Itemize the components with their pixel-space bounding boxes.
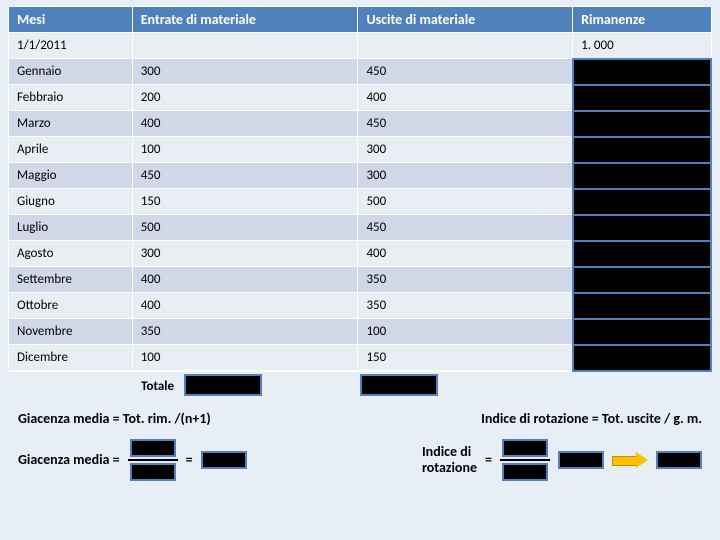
totale-entrate-box [184,374,262,396]
rimanenze-hidden-box [573,293,711,319]
mese-cell: Ottobre [9,293,133,319]
entrate-cell: 350 [132,319,358,345]
rimanenze-hidden-box [573,215,711,241]
col-rimanenze: Rimanenze [573,7,711,33]
table-row: Marzo400450 [9,111,712,137]
rimanenze-hidden-box [573,189,711,215]
uscite-cell: 450 [358,111,573,137]
rimanenze-hidden-box [573,163,711,189]
fraction-line-icon [500,459,550,461]
mese-cell: Agosto [9,241,133,267]
rimanenze-hidden-box [573,137,711,163]
eq-sign2: = [485,451,492,468]
gm-label: Giacenza media = [18,451,120,468]
initial-date: 1/1/2011 [9,33,133,59]
entrate-cell: 400 [132,111,358,137]
table-row: Luglio500450 [9,215,712,241]
gm-result-box [201,451,247,469]
uscite-cell: 100 [358,319,573,345]
uscite-cell: 400 [358,85,573,111]
ir-calc: Indice di rotazione = [412,439,712,481]
ir-formula-text: Indice di rotazione = Tot. uscite / g. m… [481,410,702,427]
uscite-cell: 450 [358,215,573,241]
uscite-cell: 150 [358,345,573,371]
entrate-cell: 300 [132,241,358,267]
table-row: Gennaio300450 [9,59,712,85]
materials-table: Mesi Entrate di materiale Uscite di mate… [8,6,712,372]
uscite-cell: 350 [358,267,573,293]
rimanenze-hidden-box [573,241,711,267]
header-row: Mesi Entrate di materiale Uscite di mate… [9,7,712,33]
rimanenze-hidden-box [573,319,711,345]
ir-final-box [656,451,702,469]
table-row: Settembre400350 [9,267,712,293]
col-entrate: Entrate di materiale [132,7,358,33]
mese-cell: Aprile [9,137,133,163]
ir-numerator-box [502,439,548,457]
mese-cell: Giugno [9,189,133,215]
arrow-icon [612,452,648,468]
table-row: Febbraio200400 [9,85,712,111]
mese-cell: Marzo [9,111,133,137]
mese-cell: Settembre [9,267,133,293]
initial-rimanenze: 1. 000 [573,33,711,59]
gm-formula-text: Giacenza media = Tot. rim. /(n+1) [18,410,211,427]
gm-numerator-box [130,439,176,457]
rimanenze-hidden-box [573,267,711,293]
table-row: Aprile100300 [9,137,712,163]
rimanenze-hidden-box [573,85,711,111]
entrate-cell: 400 [132,267,358,293]
table-row: Dicembre100150 [9,345,712,371]
eq-sign: = [186,451,193,468]
initial-row: 1/1/2011 1. 000 [9,33,712,59]
col-mesi: Mesi [9,7,133,33]
ir-result-box [558,451,604,469]
totale-uscite-box [360,374,438,396]
gm-denominator-box [130,463,176,481]
entrate-cell: 450 [132,163,358,189]
entrate-cell: 100 [132,137,358,163]
mese-cell: Gennaio [9,59,133,85]
ir-label: Indice di rotazione [422,444,477,475]
table-row: Novembre350100 [9,319,712,345]
entrate-cell: 100 [132,345,358,371]
totale-label: Totale [8,379,184,394]
mese-cell: Febbraio [9,85,133,111]
table-row: Agosto300400 [9,241,712,267]
table-body: 1/1/2011 1. 000 Gennaio300450Febbraio200… [9,33,712,371]
uscite-cell: 450 [358,59,573,85]
table-row: Giugno150500 [9,189,712,215]
mese-cell: Novembre [9,319,133,345]
uscite-cell: 300 [358,137,573,163]
fraction-line-icon [128,459,178,461]
entrate-cell: 400 [132,293,358,319]
gm-calc: Giacenza media = = [8,439,257,481]
rimanenze-hidden-box [573,345,711,371]
uscite-cell: 350 [358,293,573,319]
entrate-cell: 200 [132,85,358,111]
rimanenze-hidden-box [573,59,711,85]
uscite-cell: 400 [358,241,573,267]
uscite-cell: 500 [358,189,573,215]
table-row: Ottobre400350 [9,293,712,319]
ir-denominator-box [502,463,548,481]
table-row: Maggio450300 [9,163,712,189]
mese-cell: Maggio [9,163,133,189]
entrate-cell: 150 [132,189,358,215]
mese-cell: Dicembre [9,345,133,371]
mese-cell: Luglio [9,215,133,241]
entrate-cell: 500 [132,215,358,241]
formulas-section: Giacenza media = Tot. rim. /(n+1) Indice… [8,410,712,481]
entrate-cell: 300 [132,59,358,85]
col-uscite: Uscite di materiale [358,7,573,33]
uscite-cell: 300 [358,163,573,189]
rimanenze-hidden-box [573,111,711,137]
